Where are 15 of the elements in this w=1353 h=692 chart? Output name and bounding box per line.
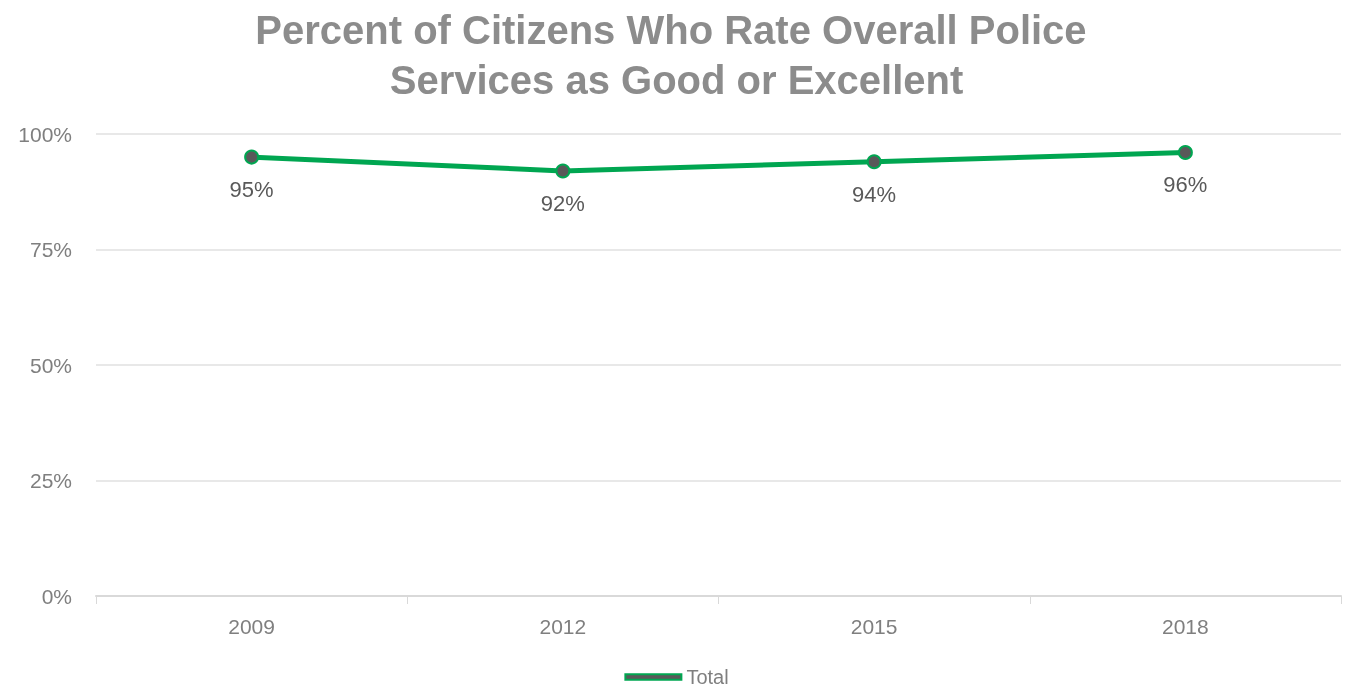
text: 92% [540, 190, 585, 216]
legend-label: Total [686, 666, 729, 688]
x-tick-label: 2018 [1162, 615, 1209, 638]
text: 96% [1163, 172, 1208, 198]
chart-title: Percent of Citizens Who Rate Overall Police Services as Good or Excellent [255, 8, 1098, 102]
y-tick-label: 75% [29, 238, 72, 261]
x-tick-label: 2012 [539, 615, 587, 638]
y-tick-label: 50% [29, 353, 72, 377]
y-tick-label: 25% [29, 469, 72, 492]
text: 94% [852, 181, 897, 207]
x-tick-label: 2009 [228, 615, 275, 638]
y-tick-label: 100% [18, 122, 72, 146]
text: 95% [229, 177, 274, 203]
x-tick-label: 2015 [850, 615, 898, 638]
y-tick-label: 0% [41, 584, 72, 608]
